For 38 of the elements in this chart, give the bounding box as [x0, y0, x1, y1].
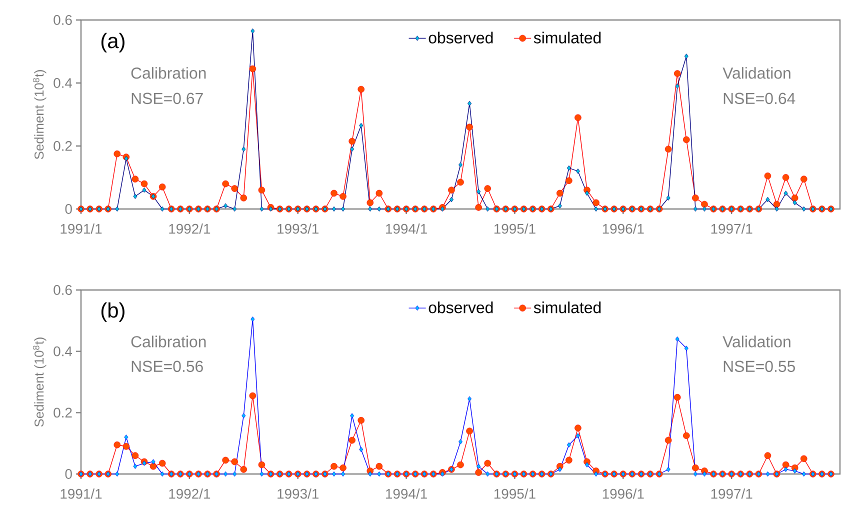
annotation: Validation: [722, 336, 790, 348]
annotation: Validation: [722, 67, 790, 79]
legend-label: simulated: [534, 32, 601, 44]
x-tick-label: 1996/1: [602, 488, 644, 499]
y-tick-label: 0.2: [54, 141, 72, 151]
y-tick-label: 0.4: [54, 346, 72, 356]
y-tick-label: 0: [65, 469, 72, 479]
y-tick-label: 0: [65, 204, 72, 214]
x-tick-label: 1994/1: [386, 488, 427, 499]
x-tick-label: 1997/1: [711, 224, 752, 234]
x-tick-label: 1993/1: [278, 488, 319, 499]
x-tick-label: 1993/1: [278, 224, 319, 234]
annotation: NSE=0.55: [724, 360, 795, 372]
x-tick-label: 1992/1: [169, 224, 210, 234]
y-tick-label: 0.2: [54, 408, 72, 418]
y-tick-label: 0.6: [54, 285, 72, 295]
annotation: (b): [101, 302, 124, 322]
annotation: (a): [101, 32, 124, 52]
legend-label: observed: [428, 302, 493, 314]
annotation: NSE=0.56: [132, 360, 203, 372]
x-tick-label: 1995/1: [494, 224, 536, 234]
legend-label: observed: [428, 32, 493, 44]
x-tick-label: 1992/1: [169, 488, 210, 499]
x-tick-label: 1991/1: [60, 224, 102, 234]
annotation: NSE=0.64: [724, 92, 796, 104]
annotation: Calibration: [131, 336, 206, 348]
legend-label: simulated: [534, 302, 601, 314]
x-tick-label: 1994/1: [386, 224, 427, 234]
y-axis-title: Sediment (10$^{8}$t): [32, 338, 46, 427]
y-tick-label: 0.4: [54, 78, 72, 88]
annotation: Calibration: [131, 67, 206, 79]
x-tick-label: 1996/1: [602, 224, 644, 234]
annotation: NSE=0.67: [132, 92, 203, 104]
x-tick-label: 1991/1: [60, 488, 102, 499]
x-tick-label: 1997/1: [711, 488, 752, 499]
y-axis-title: Sediment (10$^{8}$t): [32, 70, 46, 160]
x-tick-label: 1995/1: [494, 488, 536, 499]
y-tick-label: 0.6: [54, 15, 72, 25]
